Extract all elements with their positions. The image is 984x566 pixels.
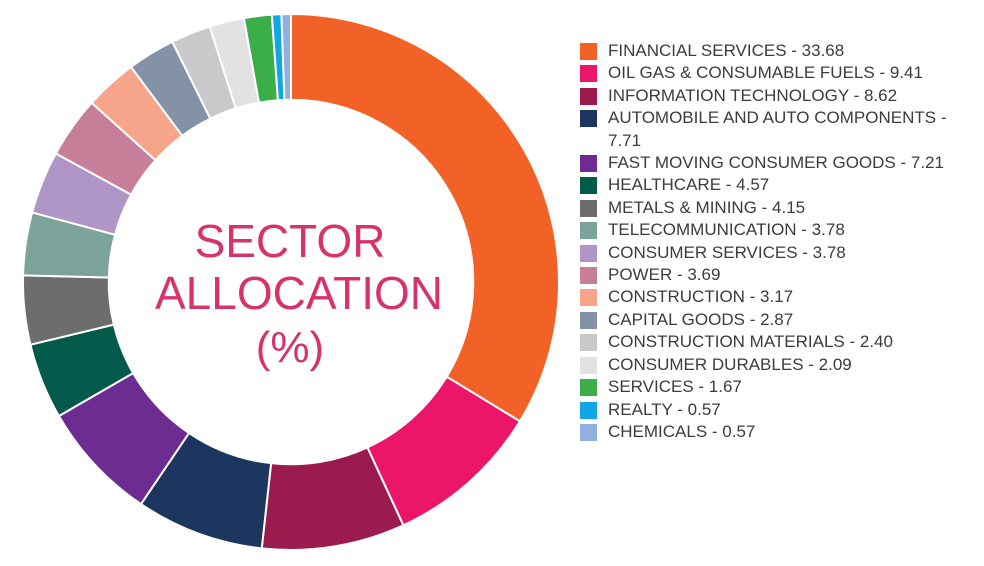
legend-label: CONSTRUCTION MATERIALS - 2.40 [608,332,893,352]
legend-label: REALTY - 0.57 [608,399,721,419]
legend-label: TELECOMMUNICATION - 3.78 [608,220,845,240]
legend-swatch [580,87,597,105]
legend-swatch [580,289,597,307]
legend-swatch [580,379,597,397]
legend-item: METALS & MINING - 4.15 [580,197,980,219]
legend-swatch [580,65,597,83]
legend-swatch [580,43,597,60]
legend-swatch [580,155,597,173]
legend-item: HEALTHCARE - 4.57 [580,174,980,196]
legend-item: SERVICES - 1.67 [580,376,980,398]
legend-item: FINANCIAL SERVICES - 33.68 [580,40,980,62]
legend-item: CONSUMER DURABLES - 2.09 [580,354,980,376]
legend-swatch [580,356,597,374]
legend-swatch [580,222,597,240]
legend-item: CHEMICALS - 0.57 [580,421,980,443]
legend-label: FAST MOVING CONSUMER GOODS - 7.21 [608,153,944,173]
legend-item: TELECOMMUNICATION - 3.78 [580,219,980,241]
legend-swatch [580,267,597,285]
legend-label: CONSUMER SERVICES - 3.78 [608,242,846,262]
legend-label: INFORMATION TECHNOLOGY - 8.62 [608,85,898,105]
legend-item: OIL GAS & CONSUMABLE FUELS - 9.41 [580,62,980,84]
legend-label: SERVICES - 1.67 [608,377,742,397]
legend-swatch [580,199,597,217]
legend-swatch [580,423,597,441]
legend-swatch [580,401,597,419]
legend-label: OIL GAS & CONSUMABLE FUELS - 9.41 [608,63,923,83]
legend-swatch [580,110,597,128]
legend-label: CONSTRUCTION - 3.17 [608,287,794,307]
legend-item: FAST MOVING CONSUMER GOODS - 7.21 [580,152,980,174]
legend-item: INFORMATION TECHNOLOGY - 8.62 [580,85,980,107]
legend-item: CONSTRUCTION MATERIALS - 2.40 [580,331,980,353]
chart-title-line-3: (%) [255,323,325,372]
legend: FINANCIAL SERVICES - 33.68 OIL GAS & CONS… [580,40,980,443]
legend-swatch [580,334,597,352]
legend-label: AUTOMOBILE AND AUTO COMPONENTS - 7.71 [608,108,947,150]
legend-swatch [580,311,597,329]
legend-label: CHEMICALS - 0.57 [608,421,756,441]
legend-label: POWER - 3.69 [608,265,721,285]
legend-label: CONSUMER DURABLES - 2.09 [608,354,852,374]
chart-title-line-1: SECTOR [194,215,386,267]
legend-item: CONSTRUCTION - 3.17 [580,286,980,308]
legend-item: REALTY - 0.57 [580,399,980,421]
legend-label: HEALTHCARE - 4.57 [608,175,770,195]
legend-label: METALS & MINING - 4.15 [608,197,806,217]
legend-swatch [580,177,597,195]
chart-title-line-2: ALLOCATION [155,267,443,319]
legend-label: FINANCIAL SERVICES - 33.68 [608,41,845,60]
legend-item: CONSUMER SERVICES - 3.78 [580,242,980,264]
slice-chemicals [280,12,292,101]
legend-item: AUTOMOBILE AND AUTO COMPONENTS - 7.71 [580,107,980,152]
legend-item: POWER - 3.69 [580,264,980,286]
slice-financial-services [290,12,560,423]
legend-item: CAPITAL GOODS - 2.87 [580,309,980,331]
legend-label: CAPITAL GOODS - 2.87 [608,309,794,329]
legend-swatch [580,244,597,262]
